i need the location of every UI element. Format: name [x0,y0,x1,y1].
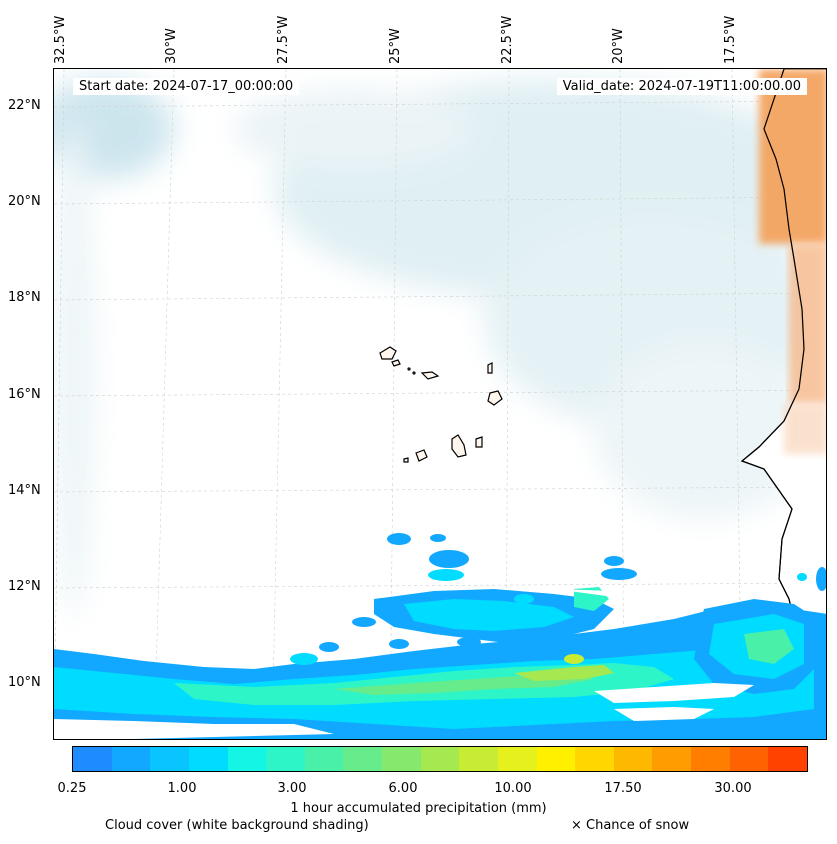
colorbar-segment [497,747,537,771]
land-heat-shading [789,244,826,404]
colorbar-segment [613,747,653,771]
colorbar-label: 1 hour accumulated precipitation (mm) [290,801,547,816]
colorbar-segment [227,747,267,771]
colorbar-segment [150,747,189,771]
lon-label: 25°W [388,28,403,64]
colorbar-segment [73,747,112,771]
lat-label: 12°N [8,579,41,594]
colorbar-segment [691,747,730,771]
colorbar-segment [111,747,151,771]
colorbar-tick: 10.00 [494,781,532,796]
longitude-labels: 32.5°W 30°W 27.5°W 25°W 22.5°W 20°W 17.5… [0,0,837,68]
colorbar-tick: 17.50 [604,781,642,796]
lon-label: 17.5°W [723,15,738,64]
colorbar-segment [768,747,807,771]
colorbar-tick: 3.00 [277,781,307,796]
map-graphic [54,69,826,739]
colorbar-tick: 6.00 [388,781,418,796]
lat-label: 14°N [8,483,41,498]
lat-label: 10°N [8,675,41,690]
land-heat-shading [784,404,826,454]
colorbar-tick: 1.00 [167,781,197,796]
lat-label: 20°N [8,194,41,209]
colorbar-tick: 30.00 [714,781,752,796]
colorbar-segment [575,747,614,771]
colorbar-segment [266,747,305,771]
lon-label: 22.5°W [500,15,515,64]
colorbar-segment [343,747,382,771]
colorbar-tick: 0.25 [57,781,87,796]
lat-label: 18°N [8,290,41,305]
land-heat-shading [759,69,826,244]
colorbar-segment [420,747,460,771]
colorbar-segment [652,747,691,771]
lat-label: 16°N [8,387,41,402]
lat-label: 22°N [8,98,41,113]
precipitation-band [54,533,826,739]
snow-chance-note: × Chance of snow [571,818,690,833]
start-date-label: Start date: 2024-07-17_00:00:00 [73,78,300,95]
colorbar-segment [304,747,344,771]
lon-label: 20°W [611,28,626,64]
lon-label: 27.5°W [276,15,291,64]
colorbar-segment [188,747,228,771]
precipitation-colorbar [72,746,808,772]
cloud-cover-note: Cloud cover (white background shading) [105,818,369,833]
lon-label: 32.5°W [53,15,68,64]
lon-label: 30°W [164,28,179,64]
map-canvas[interactable]: Start date: 2024-07-17_00:00:00 Valid_da… [53,68,827,740]
colorbar-segment [459,747,498,771]
valid-date-label: Valid_date: 2024-07-19T11:00:00.00 [556,78,807,95]
colorbar-segment [536,747,576,771]
colorbar-segment [382,747,421,771]
colorbar-segment [729,747,769,771]
cloud-cover-shading [54,79,826,619]
cape-verde-islands [379,346,503,463]
